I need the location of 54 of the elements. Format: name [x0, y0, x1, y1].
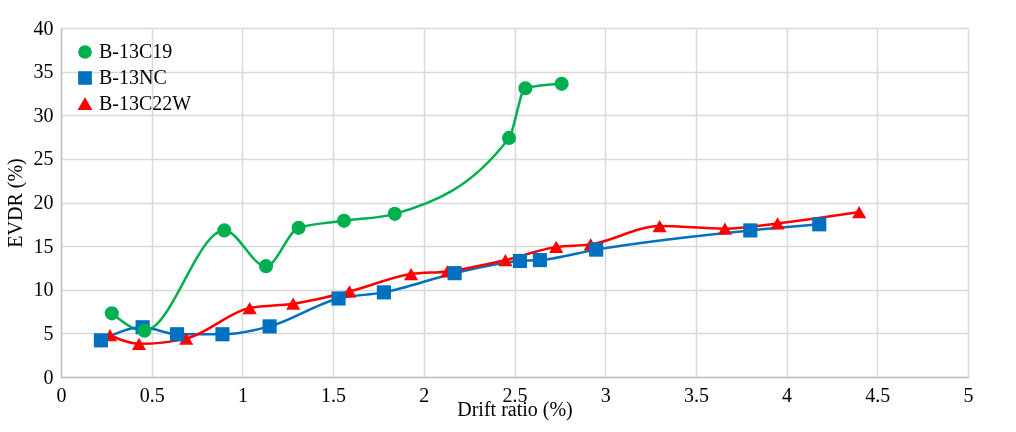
point: [179, 332, 194, 345]
point: [589, 242, 604, 257]
x-tick-label: 5: [963, 383, 974, 406]
x-tick-label: 3.5: [683, 383, 709, 406]
point: [518, 81, 533, 96]
point: [652, 219, 667, 233]
point: [743, 223, 758, 238]
point: [93, 333, 108, 348]
y-tick-label: 5: [43, 321, 54, 344]
point: [215, 327, 230, 342]
legend-label: B-13NC: [99, 66, 167, 88]
point: [242, 301, 257, 315]
y-tick-label: 40: [33, 16, 54, 39]
x-tick-label: 0.5: [139, 383, 165, 406]
x-tick-label: 2: [419, 383, 430, 406]
y-tick-label: 35: [33, 60, 54, 83]
point: [812, 217, 827, 232]
point: [331, 291, 346, 306]
x-tick-label: 3: [600, 383, 611, 406]
x-tick-label: 1: [237, 383, 248, 406]
point: [376, 285, 391, 300]
point: [131, 337, 147, 350]
y-tick-label: 10: [33, 278, 54, 301]
y-axis-title: EVDR (%): [3, 158, 27, 248]
point: [286, 297, 301, 310]
point: [532, 253, 547, 268]
point: [717, 222, 732, 235]
point: [549, 240, 564, 254]
point: [512, 253, 528, 269]
point: [852, 205, 867, 219]
point: [498, 253, 513, 267]
x-tick-label: 4.5: [865, 383, 891, 406]
point: [770, 217, 785, 230]
legend-label: B-13C22W: [99, 92, 192, 114]
y-tick-label: 30: [33, 103, 54, 126]
y-tick-label: 15: [33, 234, 54, 257]
point: [291, 220, 306, 235]
point: [404, 267, 419, 281]
point: [262, 319, 277, 334]
y-tick-label: 25: [33, 147, 54, 170]
point: [336, 213, 352, 228]
y-tick-label: 0: [43, 365, 54, 388]
x-tick-label: 4: [782, 383, 793, 406]
point: [554, 76, 569, 91]
point: [501, 130, 517, 145]
point: [170, 327, 185, 342]
point: [387, 206, 402, 221]
legend-label: B-13C19: [99, 40, 173, 62]
point: [258, 259, 274, 274]
y-tick-label: 20: [33, 191, 54, 213]
point: [217, 223, 232, 238]
point: [447, 266, 462, 281]
point: [104, 306, 119, 321]
x-tick-label: 1.5: [321, 383, 347, 406]
